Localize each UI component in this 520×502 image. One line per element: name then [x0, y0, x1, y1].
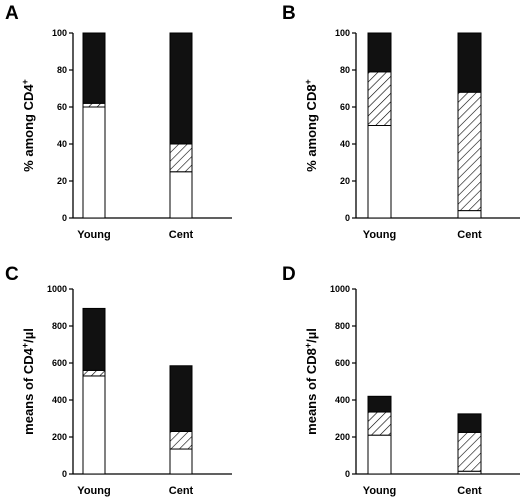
bar-segment-hatched — [457, 431, 482, 472]
y-tick-label: 0 — [62, 469, 67, 479]
chart-panel-a: A 0 20 40 60 80 100 % among CD4+ Young Cent — [5, 3, 232, 241]
y-tick-label: 600 — [335, 358, 350, 368]
bar-segment-hatched — [367, 71, 392, 126]
y-tick-label: 0 — [62, 213, 67, 223]
bar-segment-white — [82, 375, 106, 475]
y-axis-label: % among CD8+ — [303, 79, 319, 172]
bar-segment-hatched — [82, 102, 106, 108]
y-tick-label: 20 — [340, 176, 350, 186]
x-category-label: Cent — [169, 229, 194, 241]
y-tick-label: 200 — [52, 432, 67, 442]
y-tick-label: 20 — [57, 176, 67, 186]
x-category-label: Young — [363, 485, 396, 497]
y-tick-label: 400 — [335, 395, 350, 405]
y-tick-label: 80 — [57, 65, 67, 75]
panel-letter: C — [5, 264, 19, 285]
bar-segment-white — [82, 106, 106, 219]
bar-segment-white — [367, 125, 392, 219]
bar-segment-hatched — [82, 369, 106, 377]
bar-segment-black — [82, 307, 106, 371]
bar-segment-hatched — [169, 143, 193, 173]
x-category-label: Young — [77, 229, 110, 241]
y-tick-label: 100 — [335, 28, 350, 38]
bar-segment-hatched — [367, 411, 392, 436]
y-tick-label: 40 — [57, 139, 67, 149]
x-category-label: Cent — [457, 229, 482, 241]
bar-segment-white — [367, 434, 392, 475]
bar-segment-hatched — [169, 430, 193, 450]
y-tick-label: 0 — [345, 469, 350, 479]
y-tick-label: 800 — [52, 321, 67, 331]
bar-segment-hatched — [457, 91, 482, 212]
y-axis-label: % among CD4+ — [20, 79, 36, 172]
bar-segment-black — [169, 365, 193, 432]
panel-letter: A — [5, 3, 19, 24]
bar-segment-black — [457, 413, 482, 433]
y-tick-label: 1000 — [47, 284, 67, 294]
y-tick-label: 60 — [340, 102, 350, 112]
y-axis-label: means of CD8+/µl — [303, 328, 319, 435]
y-tick-label: 200 — [335, 432, 350, 442]
y-tick-label: 100 — [52, 28, 67, 38]
bar-segment-white — [169, 171, 193, 219]
bar-segment-white — [169, 448, 193, 475]
x-category-label: Young — [77, 485, 110, 497]
y-tick-label: 600 — [52, 358, 67, 368]
chart-panel-b: B 0 20 40 60 80 100 % among CD8+ Young Cent — [282, 3, 520, 241]
chart-panel-c: C 0 200 400 600 800 1000 means of CD4+/µl Young C… — [5, 264, 232, 497]
bar-segment-black — [457, 32, 482, 93]
bar-segment-black — [169, 32, 193, 145]
bar-segment-black — [367, 32, 392, 73]
y-tick-label: 1000 — [330, 284, 350, 294]
bar-segment-black — [82, 32, 106, 104]
y-tick-label: 0 — [345, 213, 350, 223]
x-category-label: Cent — [169, 485, 194, 497]
bar-segment-white — [457, 210, 482, 219]
y-tick-label: 80 — [340, 65, 350, 75]
x-category-label: Young — [363, 229, 396, 241]
y-tick-label: 400 — [52, 395, 67, 405]
panel-letter: D — [282, 264, 296, 285]
x-category-label: Cent — [457, 485, 482, 497]
chart-panel-d: D 0 200 400 600 800 1000 means of CD8+/µl Young C… — [282, 264, 520, 497]
y-axis-label: means of CD4+/µl — [20, 328, 36, 435]
bar-segment-black — [367, 395, 392, 413]
y-tick-label: 40 — [340, 139, 350, 149]
y-tick-label: 60 — [57, 102, 67, 112]
panel-letter: B — [282, 3, 296, 24]
y-tick-label: 800 — [335, 321, 350, 331]
